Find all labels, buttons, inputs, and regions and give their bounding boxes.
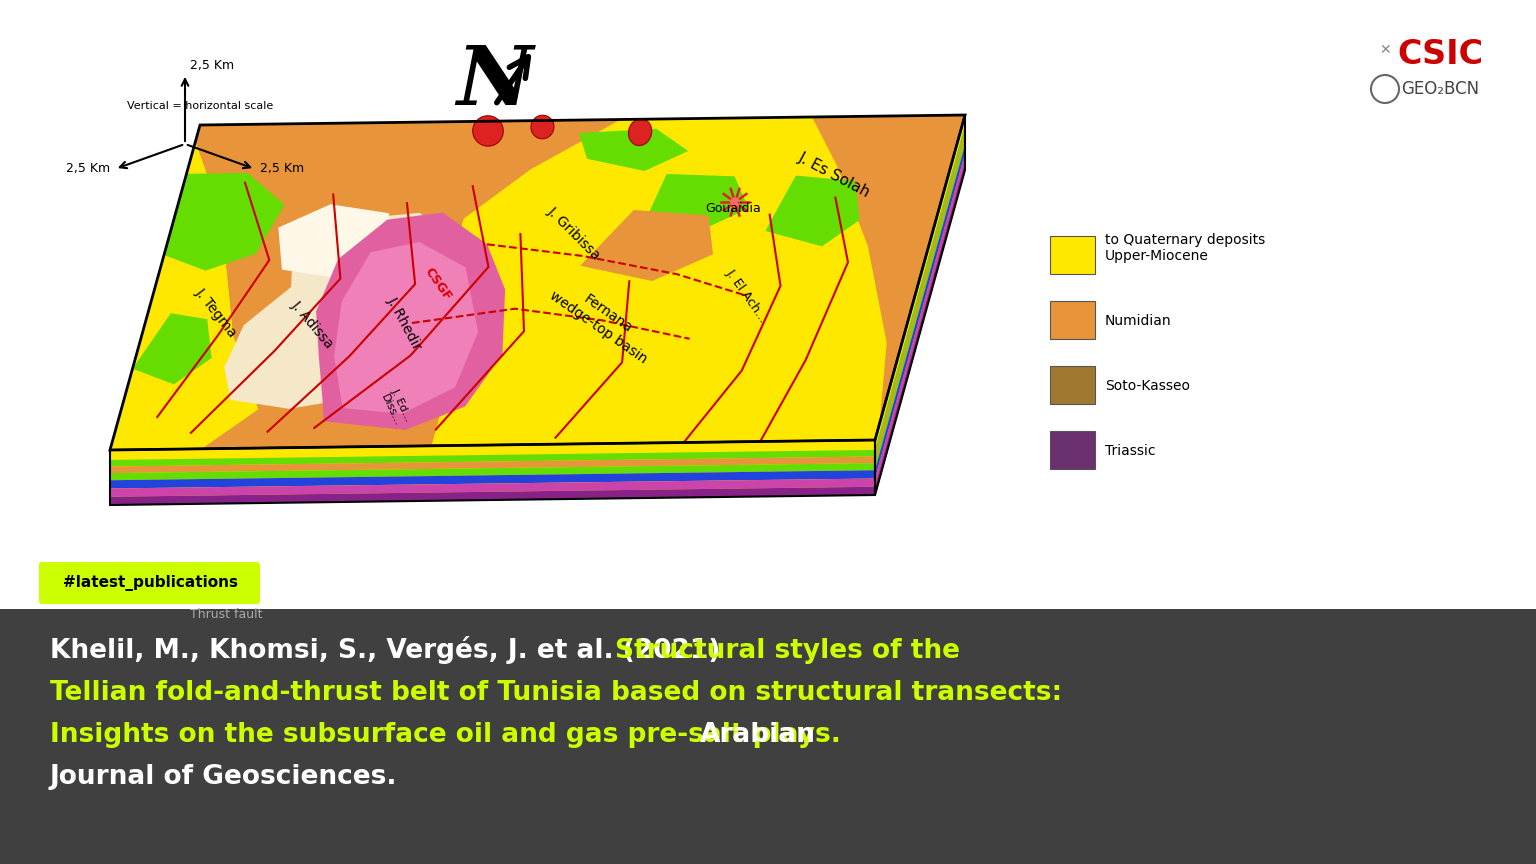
Polygon shape bbox=[111, 440, 876, 505]
Polygon shape bbox=[111, 456, 876, 473]
Text: N: N bbox=[456, 42, 531, 123]
Polygon shape bbox=[111, 141, 258, 450]
Polygon shape bbox=[876, 138, 965, 470]
Text: to Quaternary deposits: to Quaternary deposits bbox=[1104, 233, 1266, 247]
Polygon shape bbox=[876, 125, 965, 456]
Text: Structural styles of the: Structural styles of the bbox=[614, 638, 960, 664]
Text: 2,5 Km: 2,5 Km bbox=[190, 59, 233, 72]
Text: J. Rhedir: J. Rhedir bbox=[384, 294, 424, 352]
Text: Khelil, M., Khomsi, S., Vergés, J. et al. (2021): Khelil, M., Khomsi, S., Vergés, J. et al… bbox=[51, 636, 730, 664]
Text: Gouaïdia: Gouaïdia bbox=[705, 202, 762, 215]
Text: Fernana
wedge-top basin: Fernana wedge-top basin bbox=[547, 275, 659, 366]
Text: Vertical = horizontal scale: Vertical = horizontal scale bbox=[127, 101, 273, 111]
Polygon shape bbox=[581, 210, 713, 281]
Polygon shape bbox=[876, 131, 965, 463]
Ellipse shape bbox=[628, 119, 651, 145]
Polygon shape bbox=[335, 242, 478, 414]
Polygon shape bbox=[111, 450, 876, 467]
Text: J. Ed...
Diss...: J. Ed... Diss... bbox=[379, 387, 413, 428]
Polygon shape bbox=[111, 470, 876, 488]
Text: CSGF: CSGF bbox=[422, 265, 455, 302]
Bar bbox=[1051, 236, 1095, 274]
Polygon shape bbox=[765, 175, 860, 246]
Polygon shape bbox=[132, 314, 212, 384]
FancyBboxPatch shape bbox=[38, 562, 260, 604]
Text: J. Tegma: J. Tegma bbox=[194, 285, 240, 340]
Text: CSIC: CSIC bbox=[1396, 37, 1484, 71]
Polygon shape bbox=[316, 213, 505, 430]
Polygon shape bbox=[111, 115, 965, 450]
Text: J. El Ach...: J. El Ach... bbox=[723, 267, 771, 325]
Text: Numidian: Numidian bbox=[1104, 314, 1172, 328]
Polygon shape bbox=[278, 204, 393, 278]
Bar bbox=[0, 609, 1536, 864]
Text: ✕: ✕ bbox=[1379, 43, 1390, 57]
Polygon shape bbox=[290, 213, 456, 324]
Bar bbox=[1051, 301, 1095, 339]
Text: Soto-Kasseo: Soto-Kasseo bbox=[1104, 379, 1190, 393]
Bar bbox=[1051, 431, 1095, 469]
Polygon shape bbox=[432, 117, 886, 446]
Polygon shape bbox=[111, 479, 876, 497]
Text: 2,5 Km: 2,5 Km bbox=[260, 162, 304, 175]
Polygon shape bbox=[111, 486, 876, 505]
Text: Journal of Geosciences.: Journal of Geosciences. bbox=[51, 764, 398, 790]
Polygon shape bbox=[876, 145, 965, 479]
Polygon shape bbox=[111, 440, 876, 460]
Ellipse shape bbox=[730, 197, 740, 207]
Text: Arabian: Arabian bbox=[700, 722, 816, 748]
Ellipse shape bbox=[473, 116, 504, 146]
Text: #latest_publications: #latest_publications bbox=[63, 575, 238, 591]
Text: J. Gribissa: J. Gribissa bbox=[545, 204, 604, 263]
Bar bbox=[1051, 366, 1095, 404]
Polygon shape bbox=[164, 173, 284, 270]
Ellipse shape bbox=[531, 115, 554, 139]
Polygon shape bbox=[111, 463, 876, 480]
Text: Insights on the subsurface oil and gas pre-salt plays.: Insights on the subsurface oil and gas p… bbox=[51, 722, 849, 748]
Text: J. Adissa: J. Adissa bbox=[289, 298, 336, 351]
Polygon shape bbox=[876, 115, 965, 450]
Text: J. Es Solah: J. Es Solah bbox=[796, 149, 872, 200]
Polygon shape bbox=[195, 124, 485, 448]
Text: 2,5 Km: 2,5 Km bbox=[66, 162, 111, 175]
Polygon shape bbox=[224, 269, 402, 409]
Polygon shape bbox=[876, 115, 965, 495]
Text: Tellian fold-and-thrust belt of Tunisia based on structural transects:: Tellian fold-and-thrust belt of Tunisia … bbox=[51, 680, 1061, 706]
Polygon shape bbox=[876, 162, 965, 495]
Polygon shape bbox=[579, 129, 688, 171]
Polygon shape bbox=[876, 154, 965, 486]
Polygon shape bbox=[647, 174, 748, 228]
Text: GEO₂BCN: GEO₂BCN bbox=[1401, 80, 1479, 98]
Text: Triassic: Triassic bbox=[1104, 444, 1155, 458]
Text: Upper-Miocene: Upper-Miocene bbox=[1104, 249, 1209, 263]
Text: Thrust fault: Thrust fault bbox=[190, 608, 263, 621]
